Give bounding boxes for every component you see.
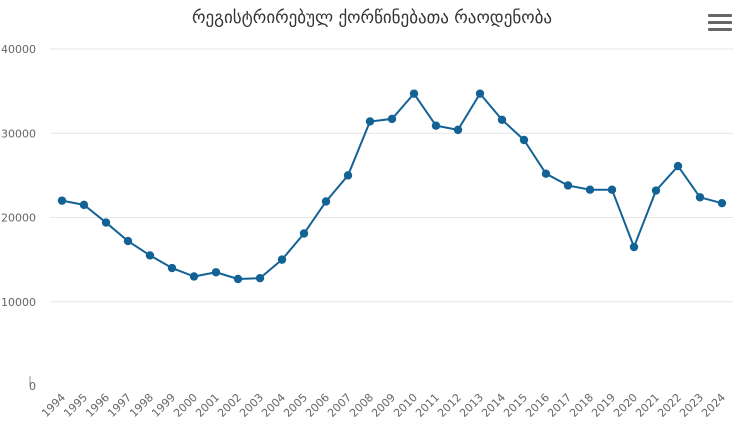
x-tick-label: 2018 (567, 391, 596, 420)
data-point[interactable] (409, 89, 419, 98)
x-tick-label: 2013 (457, 391, 486, 420)
data-point[interactable] (277, 255, 287, 264)
data-point[interactable] (123, 236, 133, 246)
x-tick-label: 1996 (83, 391, 112, 420)
x-tick-label: 2015 (501, 391, 530, 420)
x-tick-label: 2005 (281, 391, 310, 420)
data-point[interactable] (673, 161, 683, 171)
data-point[interactable] (629, 242, 639, 252)
x-tick-label: 2007 (325, 391, 354, 420)
data-point[interactable] (497, 115, 507, 124)
y-tick-label: 30000 (1, 127, 36, 140)
y-axis-ticks: 0 10000 20000 30000 40000 (1, 43, 36, 393)
y-tick-label: 0 (29, 380, 36, 393)
x-tick-label: 1995 (61, 391, 90, 420)
series-points (57, 89, 727, 284)
x-tick-label: 2010 (391, 391, 420, 420)
data-point[interactable] (563, 181, 573, 190)
data-point[interactable] (431, 121, 441, 130)
x-tick-label: 2004 (259, 391, 288, 420)
data-point[interactable] (299, 229, 309, 238)
x-tick-label: 1994 (39, 391, 68, 420)
x-tick-label: 2000 (171, 391, 200, 420)
data-point[interactable] (695, 193, 705, 202)
x-tick-label: 2022 (655, 391, 684, 420)
data-point[interactable] (233, 274, 243, 284)
data-point[interactable] (167, 263, 177, 273)
data-point[interactable] (343, 171, 353, 180)
data-point[interactable] (607, 185, 617, 194)
data-point[interactable] (585, 185, 595, 194)
x-tick-label: 2016 (523, 391, 552, 420)
x-tick-label: 2020 (611, 391, 640, 420)
data-point[interactable] (651, 186, 661, 195)
x-tick-label: 2017 (545, 391, 574, 420)
data-point[interactable] (541, 169, 551, 178)
y-tick-label: 20000 (1, 212, 36, 225)
x-tick-label: 2009 (369, 391, 398, 420)
data-point[interactable] (475, 89, 485, 98)
data-point[interactable] (189, 272, 199, 281)
chart-title: რეგისტრირებულ ქორწინებათა რაოდენობა (191, 8, 553, 28)
x-tick-label: 1999 (149, 391, 178, 420)
x-tick-label: 2006 (303, 391, 332, 420)
data-point[interactable] (145, 251, 155, 260)
data-point[interactable] (717, 198, 727, 208)
data-point[interactable] (519, 135, 529, 145)
x-axis-ticks: 1994199519961997199819992000200120022003… (39, 391, 728, 420)
data-point[interactable] (211, 268, 221, 277)
x-tick-label: 1998 (127, 391, 156, 420)
x-tick-label: 2024 (699, 391, 728, 420)
x-tick-label: 2002 (215, 391, 244, 420)
data-point[interactable] (387, 114, 397, 124)
data-point[interactable] (365, 117, 375, 126)
data-point[interactable] (321, 197, 331, 206)
data-point[interactable] (453, 125, 463, 135)
x-tick-label: 2011 (413, 391, 442, 420)
hamburger-menu-icon (708, 14, 732, 17)
data-point[interactable] (255, 273, 265, 283)
x-tick-label: 2001 (193, 391, 222, 420)
y-tick-label: 40000 (1, 43, 36, 56)
x-tick-label: 2019 (589, 391, 618, 420)
x-tick-label: 2014 (479, 391, 508, 420)
grid-lines (29, 48, 733, 386)
chart-menu-button[interactable] (708, 14, 732, 34)
x-tick-label: 2003 (237, 391, 266, 420)
x-tick-label: 1997 (105, 391, 134, 420)
x-tick-label: 2021 (633, 391, 662, 420)
data-point[interactable] (57, 196, 67, 205)
data-point[interactable] (79, 200, 89, 210)
data-point[interactable] (101, 218, 111, 227)
x-tick-label: 2023 (677, 391, 706, 420)
x-tick-label: 2012 (435, 391, 464, 420)
y-tick-label: 10000 (1, 296, 36, 309)
x-tick-label: 2008 (347, 391, 376, 420)
